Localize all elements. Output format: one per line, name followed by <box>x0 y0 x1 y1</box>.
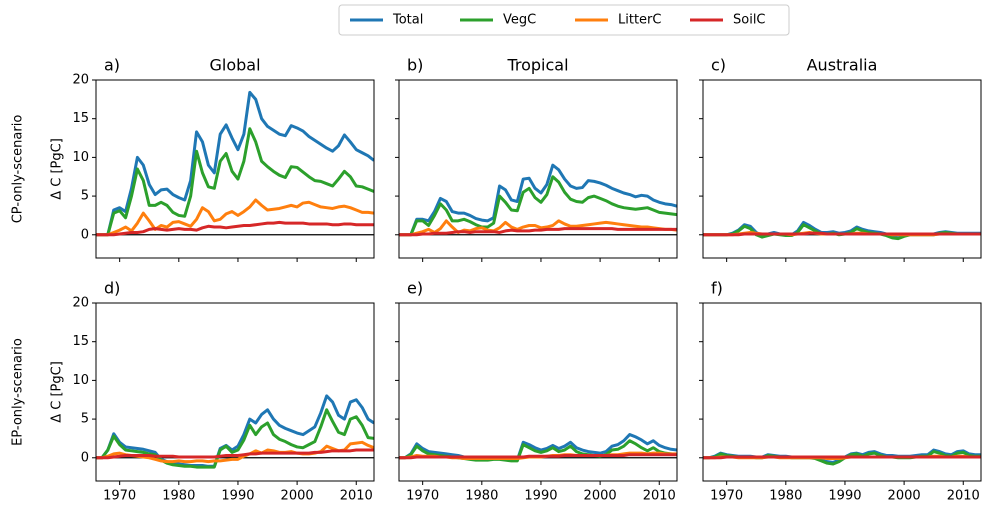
axes-frame <box>95 302 375 482</box>
panel-title: Australia <box>807 56 878 75</box>
y-axis-label: Δ C [PgC] <box>50 138 65 200</box>
panel-label: b) <box>407 56 423 75</box>
series-line <box>399 175 677 237</box>
series-line <box>96 198 374 237</box>
series-line <box>703 231 981 237</box>
series-line <box>96 220 374 237</box>
axes-frame <box>702 302 982 482</box>
panel-title: Tropical <box>506 56 568 75</box>
axes-frame <box>398 302 678 482</box>
x-tick-label: 2000 <box>888 489 921 504</box>
x-tick-label: 1990 <box>828 489 861 504</box>
x-tick-label: 1980 <box>162 489 195 504</box>
series-line <box>96 448 374 460</box>
x-tick-label: 2000 <box>584 489 617 504</box>
series-line <box>399 453 677 460</box>
y-tick-label: 5 <box>81 412 89 427</box>
x-tick-label: 1970 <box>710 489 743 504</box>
x-tick-label: 2010 <box>340 489 373 504</box>
legend-box <box>338 4 790 36</box>
series-line <box>399 433 677 462</box>
y-tick-label: 15 <box>72 111 89 126</box>
series-line <box>96 90 374 237</box>
row-label: EP-only-scenario <box>11 338 26 446</box>
x-tick-label: 1980 <box>769 489 802 504</box>
axes-frame <box>95 79 375 259</box>
panel-label: f) <box>711 279 723 298</box>
series-line <box>96 127 374 237</box>
y-tick-label: 15 <box>72 334 89 349</box>
y-tick-label: 0 <box>81 227 89 242</box>
panel-title: Global <box>209 56 260 75</box>
series-line <box>399 219 677 237</box>
series-line <box>96 408 374 469</box>
series-line <box>399 227 677 237</box>
x-tick-label: 2000 <box>281 489 314 504</box>
y-tick-label: 20 <box>72 296 89 311</box>
x-tick-label: 2010 <box>947 489 980 504</box>
panel-label: a) <box>104 56 120 75</box>
y-tick-label: 10 <box>72 150 89 165</box>
series-line <box>703 455 981 460</box>
y-tick-label: 5 <box>81 189 89 204</box>
y-tick-label: 10 <box>72 373 89 388</box>
x-tick-label: 1970 <box>103 489 136 504</box>
series-line <box>96 394 374 468</box>
panel-label: c) <box>711 56 726 75</box>
legend-label: Total <box>392 13 423 28</box>
series-line <box>399 163 677 237</box>
y-tick-label: 0 <box>81 450 89 465</box>
axes-frame <box>702 79 982 259</box>
axes-frame <box>398 79 678 259</box>
x-tick-label: 2010 <box>643 489 676 504</box>
x-tick-label: 1990 <box>524 489 557 504</box>
panel-label: e) <box>407 279 423 298</box>
legend-label: LitterC <box>618 13 661 28</box>
y-axis-label: Δ C [PgC] <box>50 361 65 423</box>
legend-label: VegC <box>503 13 536 28</box>
row-label: CP-only-scenario <box>11 115 26 224</box>
x-tick-label: 1970 <box>406 489 439 504</box>
legend-label: SoilC <box>733 13 766 28</box>
y-tick-label: 20 <box>72 73 89 88</box>
x-tick-label: 1980 <box>465 489 498 504</box>
panel-label: d) <box>104 279 120 298</box>
x-tick-label: 1990 <box>221 489 254 504</box>
